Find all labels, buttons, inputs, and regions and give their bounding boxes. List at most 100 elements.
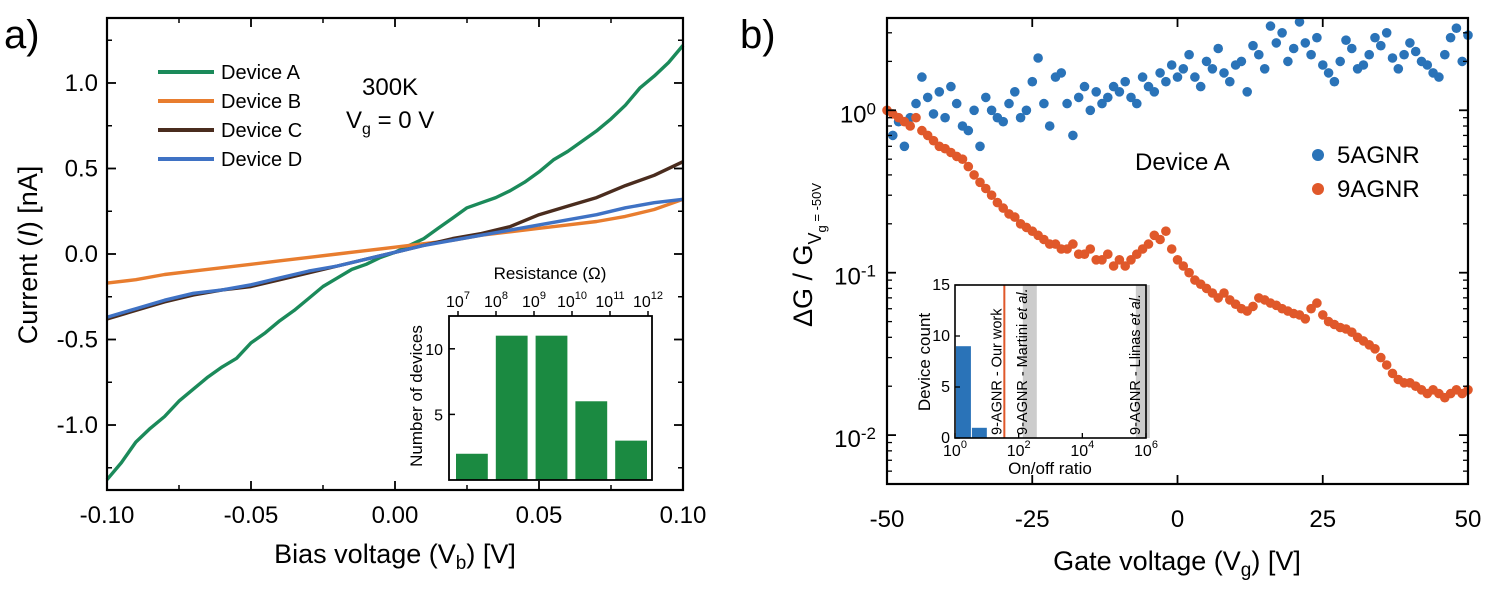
point-5agnr [1126, 92, 1136, 103]
point-5agnr [1341, 35, 1351, 45]
point-9agnr [1155, 234, 1165, 245]
point-5agnr [899, 141, 910, 152]
inset-b-bar [956, 346, 971, 438]
point-5agnr [1265, 21, 1276, 31]
point-5agnr [1300, 38, 1311, 48]
point-5agnr [1358, 60, 1369, 70]
inset-a-bar [575, 401, 608, 480]
point-5agnr [1306, 49, 1316, 60]
point-5agnr [1044, 121, 1055, 131]
inset-b-marker-label: 9-AGNR - Llinas et al. [1128, 294, 1144, 435]
point-5agnr [1114, 87, 1125, 97]
x-tick-label: 25 [1309, 506, 1336, 533]
legend-label-device-a: Device A [221, 62, 301, 84]
inset-b-reference-band [1022, 285, 1037, 438]
point-5agnr [1440, 49, 1450, 60]
point-5agnr [1039, 98, 1049, 109]
panel-b-points [882, 17, 1473, 403]
inset-a-frame [448, 315, 653, 481]
point-5agnr [1062, 98, 1072, 109]
point-5agnr [1021, 105, 1032, 116]
point-5agnr [1166, 60, 1177, 70]
legend-label-5agnr: 5AGNR [1337, 142, 1420, 169]
point-9agnr [1103, 249, 1113, 259]
inset-a-bar [615, 440, 647, 480]
panel-b-label: b) [740, 13, 776, 57]
point-9agnr [1068, 239, 1078, 249]
point-5agnr [1329, 76, 1340, 87]
point-9agnr [998, 203, 1008, 213]
x-tick-label: 0 [1171, 506, 1184, 533]
point-5agnr [986, 105, 997, 116]
point-5agnr [928, 109, 939, 119]
legend-label-device-c: Device C [221, 120, 302, 142]
point-9agnr [957, 154, 968, 164]
point-9agnr [1010, 212, 1020, 222]
series-line-device-d [106, 197, 684, 319]
point-5agnr [1323, 68, 1334, 78]
point-5agnr [1242, 87, 1252, 97]
x-tick-label: -25 [1015, 506, 1050, 533]
inset-a-bars [456, 335, 647, 480]
point-5agnr [922, 92, 933, 103]
point-9agnr [963, 161, 974, 172]
point-9agnr [1318, 310, 1328, 320]
point-5agnr [934, 87, 945, 97]
point-5agnr [888, 130, 898, 141]
inset-a-y-tick-label: 10 [425, 342, 443, 359]
inset-b-content: 9-AGNR - Our work 9-AGNR - Martini et al.… [956, 285, 1150, 438]
x-tick-label: 50 [1455, 506, 1482, 533]
inset-b-y-label: Device count [915, 313, 934, 412]
point-5agnr [1085, 105, 1096, 116]
point-5agnr [1318, 60, 1328, 70]
device-a-annotation: Device A [1135, 149, 1230, 176]
y-tick-label: -0.5 [57, 327, 98, 354]
point-5agnr [1288, 43, 1299, 54]
point-5agnr [1149, 87, 1160, 97]
panel-a-y-axis-label: Current (I) [nA] [13, 166, 43, 345]
point-5agnr [1457, 56, 1467, 67]
point-9agnr [1381, 360, 1392, 370]
panel-a-label: a) [4, 13, 40, 57]
point-9agnr [1120, 261, 1130, 271]
point-9agnr [969, 170, 979, 180]
point-9agnr [1376, 352, 1386, 363]
series-line-device-b [106, 197, 684, 285]
point-5agnr [1073, 92, 1084, 103]
inset-a-top-tick-label: 1012 [633, 290, 663, 311]
point-5agnr [1236, 56, 1247, 67]
x-tick-label: 0.05 [516, 502, 563, 529]
panel-a-legend: Device A Device B Device C Device D [158, 62, 302, 171]
point-5agnr [981, 92, 991, 103]
y-tick-label: -1.0 [57, 412, 98, 439]
point-5agnr [969, 105, 979, 116]
point-9agnr [911, 112, 921, 123]
y-tick-label: 0.5 [65, 155, 98, 182]
point-5agnr [1219, 68, 1229, 78]
point-9agnr [1172, 254, 1183, 265]
x-tick-label: -0.10 [80, 502, 135, 529]
inset-a-bar [456, 453, 488, 480]
point-9agnr [1143, 239, 1154, 249]
point-5agnr [1381, 28, 1392, 38]
legend-entry-device-b: Device B [158, 91, 301, 113]
inset-b-background [955, 285, 1146, 438]
legend-label-device-b: Device B [221, 91, 301, 113]
point-5agnr [1027, 76, 1038, 87]
inset-b-y-tick-label: 0 [941, 430, 950, 447]
legend-marker-9agnr [1312, 183, 1324, 195]
point-5agnr [1178, 64, 1189, 74]
inset-b-bar [971, 427, 987, 438]
panel-b-legend: 5AGNR 9AGNR [1312, 142, 1420, 203]
inset-a-bar [495, 335, 528, 480]
point-5agnr [917, 72, 927, 82]
point-5agnr [1004, 98, 1014, 109]
inset-b-y-tick-label: 10 [932, 328, 950, 345]
panel-a-y-ticks: -1.0 -0.5 0.0 0.5 1.0 [57, 39, 683, 469]
inset-b-x-tick-label: 104 [1070, 439, 1094, 460]
point-5agnr [1079, 81, 1090, 92]
point-5agnr [1399, 49, 1409, 60]
point-5agnr [1294, 17, 1305, 27]
